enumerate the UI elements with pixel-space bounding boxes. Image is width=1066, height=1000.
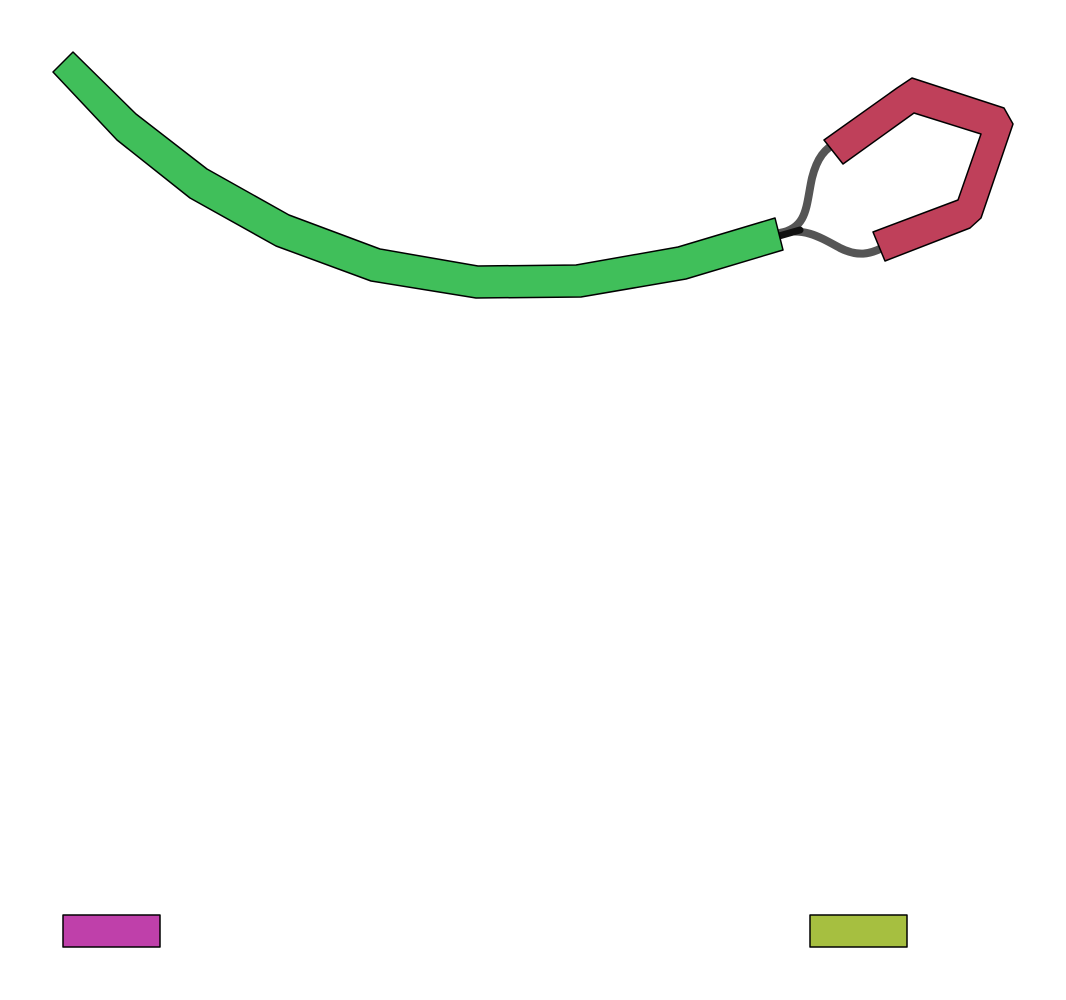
green-strand (52, 51, 784, 299)
connector-junction (775, 226, 804, 240)
magenta-block (62, 914, 161, 948)
red-strand (823, 77, 1014, 262)
olive-block (809, 914, 908, 948)
connector-upper (776, 138, 842, 237)
